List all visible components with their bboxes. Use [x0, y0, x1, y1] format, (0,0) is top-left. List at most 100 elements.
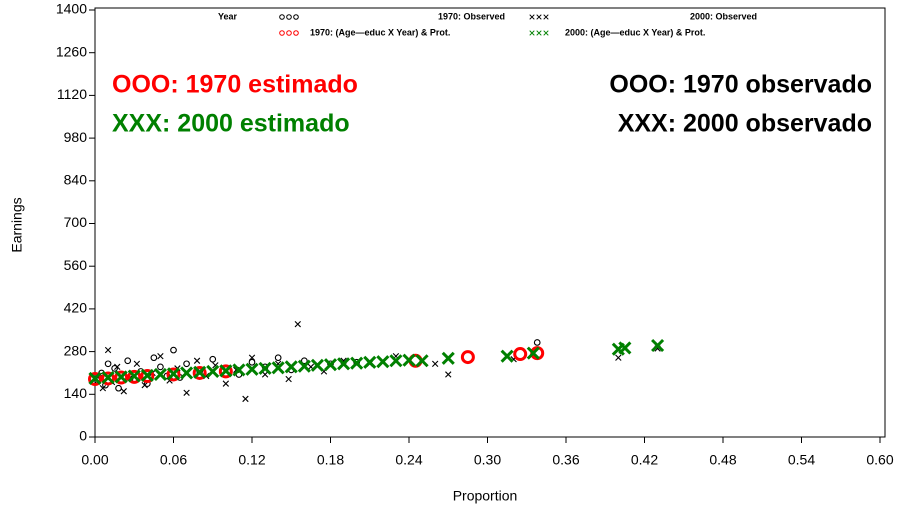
- legend-symbol: [529, 14, 535, 20]
- x-axis-label: Proportion: [453, 488, 518, 504]
- data-point: [193, 365, 207, 379]
- x-tick-label: 0.30: [474, 452, 501, 468]
- data-point: [157, 352, 164, 360]
- data-point: [389, 354, 403, 368]
- data-point: [133, 360, 141, 367]
- data-point: [441, 351, 455, 365]
- legend-title: Year: [218, 11, 238, 21]
- x-tick-label: 0.18: [317, 452, 344, 468]
- legend-symbol: [279, 30, 285, 36]
- data-point: [153, 367, 167, 382]
- data-point: [219, 364, 233, 378]
- data-point: [271, 361, 285, 375]
- data-point: [310, 358, 324, 372]
- legend-symbol: [543, 14, 549, 20]
- data-point: [206, 364, 220, 378]
- data-point: [232, 363, 246, 377]
- legend-symbol: [543, 30, 549, 36]
- data-point: [150, 354, 158, 361]
- data-point: [526, 346, 540, 360]
- data-point: [127, 369, 141, 383]
- data-point: [209, 355, 217, 363]
- y-tick-label: 420: [64, 300, 88, 316]
- data-point: [141, 381, 148, 389]
- data-point: [530, 346, 545, 361]
- data-point: [180, 366, 194, 380]
- legend-symbol: [529, 30, 535, 36]
- annotation: XXX: 2000 estimado: [112, 110, 350, 138]
- data-point: [402, 353, 416, 367]
- data-point: [618, 341, 632, 355]
- y-tick-label: 280: [64, 342, 88, 358]
- x-tick-label: 0.54: [788, 452, 815, 468]
- data-point: [248, 354, 256, 361]
- x-tick-label: 0.36: [552, 452, 579, 468]
- data-point: [104, 346, 112, 354]
- data-point: [323, 358, 338, 372]
- y-axis-label: Earnings: [9, 197, 25, 252]
- y-tick-label: 980: [64, 129, 88, 145]
- x-tick-label: 0.06: [160, 452, 187, 468]
- annotation: OOO: 1970 observado: [609, 71, 872, 99]
- data-point: [445, 371, 452, 378]
- data-point: [533, 339, 541, 346]
- data-point: [222, 380, 230, 387]
- legend-symbol: [279, 14, 285, 20]
- legend-label: 2000: Observed: [690, 11, 757, 21]
- data-point: [615, 354, 622, 361]
- x-tick-label: 0.48: [709, 452, 736, 468]
- legend-label: 1970: (Age—educ X Year) & Prot.: [310, 27, 450, 37]
- data-point: [242, 395, 249, 403]
- y-tick-label: 140: [64, 385, 88, 401]
- data-point: [350, 356, 364, 370]
- legend-label: 2000: (Age—educ X Year) & Prot.: [565, 27, 705, 37]
- data-point: [193, 357, 201, 364]
- x-tick-label: 0.00: [81, 452, 108, 468]
- data-point: [166, 367, 181, 381]
- x-tick-label: 0.60: [866, 452, 893, 468]
- data-point: [285, 375, 292, 383]
- y-tick-label: 1260: [56, 43, 87, 59]
- data-point: [651, 338, 665, 353]
- legend-symbol: [286, 14, 292, 20]
- data-point: [101, 370, 115, 385]
- data-point: [431, 360, 439, 367]
- y-tick-label: 1120: [57, 86, 87, 102]
- data-point: [114, 370, 128, 384]
- legend-symbol: [286, 30, 292, 36]
- data-point: [170, 346, 177, 354]
- y-tick-label: 840: [64, 172, 88, 188]
- data-point: [294, 320, 301, 328]
- data-point: [258, 361, 272, 375]
- data-point: [99, 385, 107, 392]
- legend-symbol: [293, 30, 299, 36]
- data-point: [460, 350, 475, 365]
- x-tick-label: 0.42: [631, 452, 658, 468]
- data-point: [157, 363, 164, 371]
- x-tick-label: 0.24: [395, 452, 422, 468]
- legend-symbol: [536, 30, 542, 36]
- annotation: OOO: 1970 estimado: [112, 71, 358, 99]
- data-point: [376, 355, 390, 369]
- data-point: [88, 371, 102, 386]
- data-point: [104, 360, 112, 368]
- x-tick-label: 0.12: [238, 452, 265, 468]
- data-point: [140, 368, 154, 382]
- y-tick-label: 560: [64, 257, 88, 273]
- legend-label: 1970: Observed: [438, 11, 505, 21]
- data-point: [124, 357, 132, 365]
- data-point: [114, 363, 121, 371]
- data-point: [284, 360, 298, 374]
- data-point: [115, 384, 122, 392]
- legend-symbol: [536, 14, 542, 20]
- data-point: [415, 354, 429, 368]
- data-point: [297, 359, 311, 373]
- y-tick-label: 0: [79, 428, 87, 444]
- data-point: [183, 360, 190, 368]
- y-tick-label: 700: [64, 214, 88, 230]
- annotation: XXX: 2000 observado: [618, 110, 872, 138]
- data-point: [337, 357, 351, 371]
- data-point: [500, 349, 514, 363]
